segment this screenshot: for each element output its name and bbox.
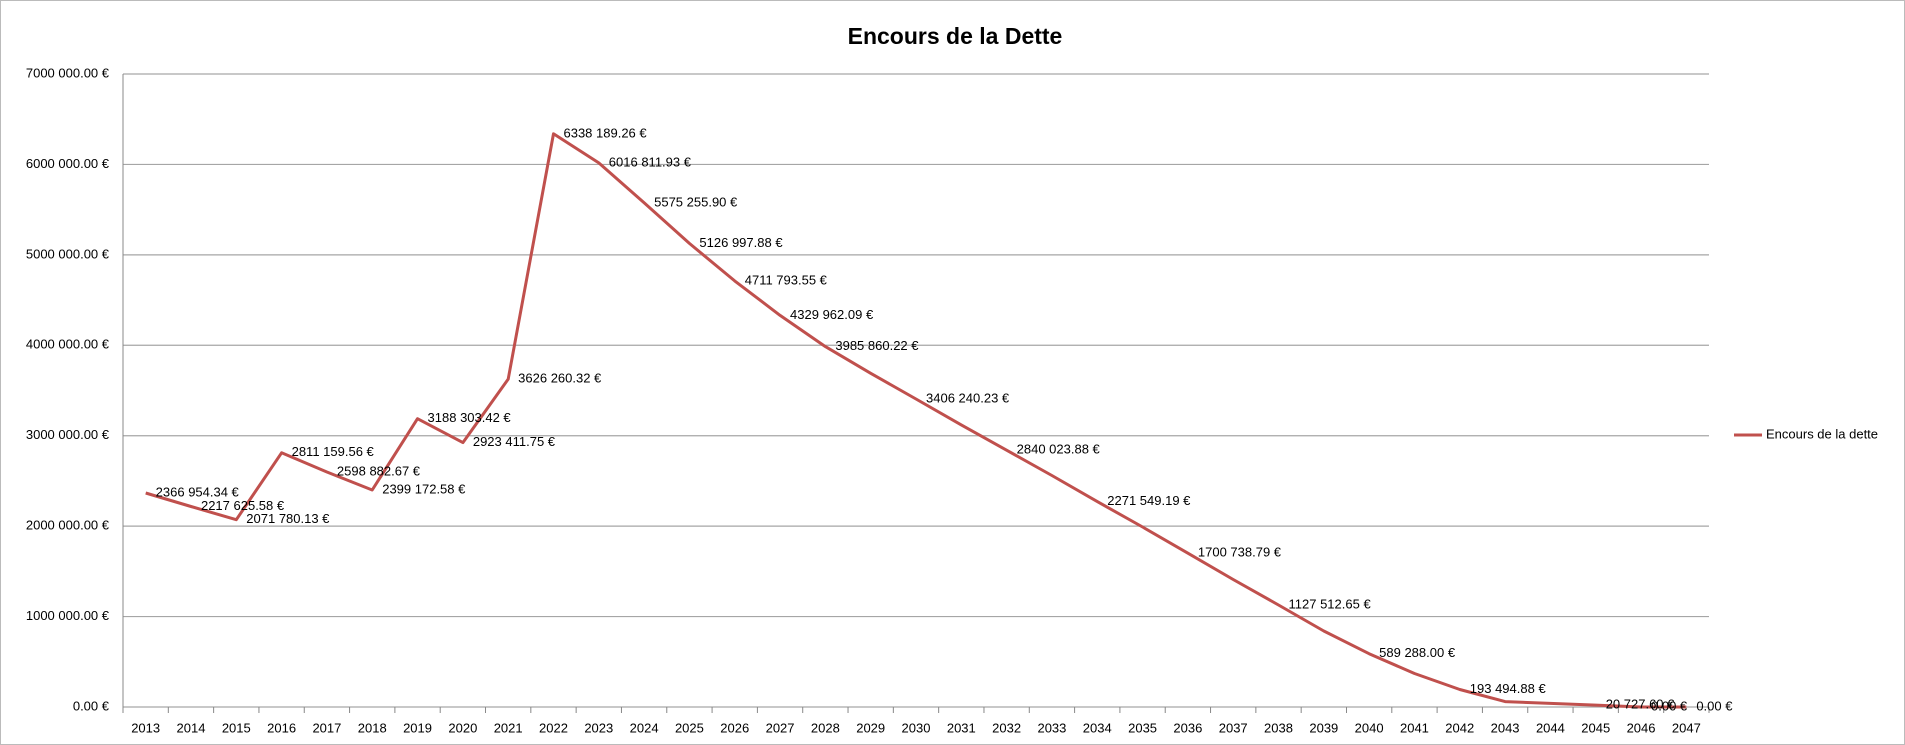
x-tick-label: 2040: [1355, 720, 1384, 735]
data-label: 4329 962.09 €: [790, 307, 874, 322]
data-label: 5575 255.90 €: [654, 194, 738, 209]
legend-label: Encours de la dette: [1766, 426, 1878, 441]
x-tick-label: 2026: [720, 720, 749, 735]
x-tick-label: 2015: [222, 720, 251, 735]
data-label: 3406 240.23 €: [926, 390, 1010, 405]
x-tick-label: 2029: [856, 720, 885, 735]
x-tick-label: 2043: [1491, 720, 1520, 735]
x-tick-label: 2034: [1083, 720, 1112, 735]
data-label: 0.00 €: [1696, 698, 1733, 713]
data-label: 2840 023.88 €: [1017, 442, 1101, 457]
x-tick-label: 2021: [494, 720, 523, 735]
data-label: 2811 159.56 €: [292, 444, 375, 459]
y-tick-label: 2000 000.00 €: [26, 518, 110, 533]
x-tick-label: 2037: [1219, 720, 1248, 735]
y-tick-label: 1000 000.00 €: [26, 608, 110, 623]
x-tick-label: 2046: [1627, 720, 1656, 735]
x-tick-label: 2032: [992, 720, 1021, 735]
data-label: 3626 260.32 €: [518, 371, 602, 386]
data-label: 2366 954.34 €: [156, 484, 240, 499]
y-tick-label: 3000 000.00 €: [26, 427, 110, 442]
x-tick-label: 2036: [1173, 720, 1202, 735]
y-tick-label: 6000 000.00 €: [26, 156, 110, 171]
x-tick-label: 2022: [539, 720, 568, 735]
x-tick-label: 2013: [131, 720, 160, 735]
data-label: 2271 549.19 €: [1107, 493, 1191, 508]
data-label: 2399 172.58 €: [382, 481, 466, 496]
x-tick-label: 2018: [358, 720, 387, 735]
data-label: 2598 882.67 €: [337, 463, 421, 478]
data-label: 2217 625.58 €: [201, 498, 285, 513]
data-label: 3188 303.42 €: [428, 410, 512, 425]
y-tick-label: 5000 000.00 €: [26, 246, 110, 261]
x-tick-label: 2016: [267, 720, 296, 735]
x-tick-label: 2047: [1672, 720, 1701, 735]
chart-title: Encours de la Dette: [848, 23, 1063, 49]
x-tick-label: 2020: [448, 720, 477, 735]
data-label: 2071 780.13 €: [246, 511, 330, 526]
x-tick-label: 2033: [1037, 720, 1066, 735]
x-tick-label: 2031: [947, 720, 976, 735]
data-label: 193 494.88 €: [1470, 681, 1547, 696]
y-tick-label: 0.00 €: [73, 698, 110, 713]
data-label: 0.00 €: [1651, 698, 1688, 713]
x-tick-label: 2014: [177, 720, 206, 735]
x-tick-label: 2038: [1264, 720, 1293, 735]
x-tick-label: 2030: [902, 720, 931, 735]
x-tick-label: 2041: [1400, 720, 1429, 735]
data-label: 3985 860.22 €: [835, 338, 919, 353]
data-label: 2923 411.75 €: [473, 434, 556, 449]
data-label: 20 727.60 €: [1606, 697, 1675, 712]
x-tick-label: 2044: [1536, 720, 1565, 735]
x-tick-label: 2028: [811, 720, 840, 735]
x-tick-label: 2024: [630, 720, 659, 735]
x-tick-label: 2042: [1445, 720, 1474, 735]
data-label: 6016 811.93 €: [609, 154, 692, 169]
x-tick-label: 2027: [766, 720, 795, 735]
x-tick-label: 2017: [312, 720, 341, 735]
data-label: 1700 738.79 €: [1198, 545, 1282, 560]
data-label: 1127 512.65 €: [1289, 596, 1372, 611]
x-tick-label: 2039: [1309, 720, 1338, 735]
data-label: 589 288.00 €: [1379, 645, 1456, 660]
y-tick-label: 4000 000.00 €: [26, 337, 110, 352]
x-tick-label: 2035: [1128, 720, 1157, 735]
data-line: [145, 132, 1687, 709]
x-tick-label: 2025: [675, 720, 704, 735]
data-label: 5126 997.88 €: [699, 235, 783, 250]
data-label: 4711 793.55 €: [745, 272, 828, 287]
data-label: 6338 189.26 €: [563, 125, 647, 140]
x-tick-label: 2045: [1581, 720, 1610, 735]
x-tick-label: 2023: [584, 720, 613, 735]
x-tick-label: 2019: [403, 720, 432, 735]
y-tick-label: 7000 000.00 €: [26, 65, 110, 80]
